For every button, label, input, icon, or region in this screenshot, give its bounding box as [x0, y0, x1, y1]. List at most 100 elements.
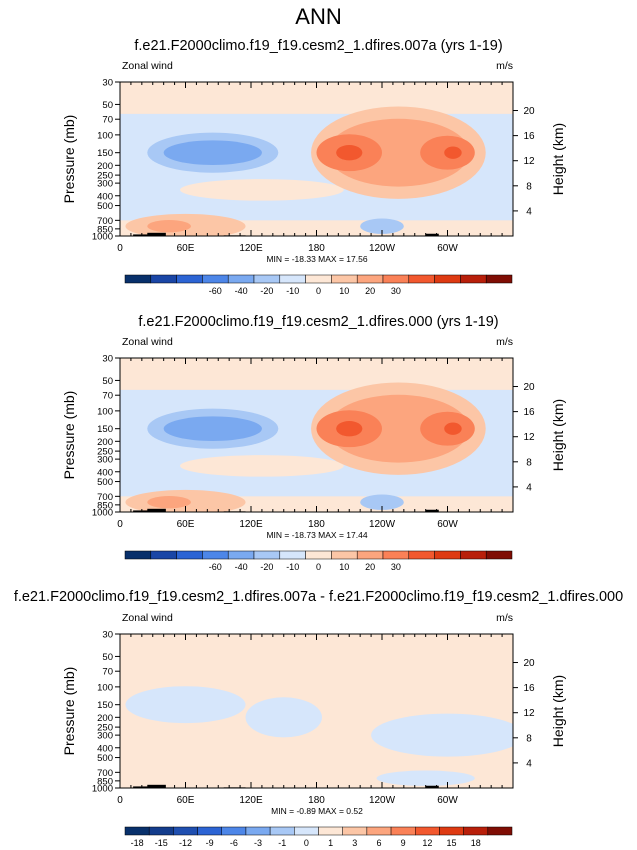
- colorbar-swatch: [124, 274, 152, 284]
- y2-tick-label: 12: [523, 432, 535, 443]
- colorbar-swatch: [382, 550, 410, 560]
- colorbar-tick-label: 10: [339, 286, 349, 296]
- x-tick-label: 180: [308, 795, 325, 806]
- colorbar-swatch: [197, 826, 222, 836]
- y-tick-label: 700: [97, 216, 113, 227]
- min-max-label: MIN = -0.89 MAX = 0.52: [271, 806, 363, 816]
- topography-africa: [147, 508, 166, 512]
- colorbar-swatch: [279, 550, 306, 560]
- colorbar-swatch: [439, 826, 464, 836]
- topography-africa: [147, 784, 166, 788]
- colorbar-tick-label: 15: [447, 838, 457, 848]
- y-tick-label: 1000: [92, 508, 113, 519]
- colorbar-swatch: [408, 550, 435, 560]
- jet-region-2: [327, 394, 470, 463]
- y2-tick-label: 12: [523, 708, 535, 719]
- y2-tick-label: 8: [526, 457, 532, 468]
- y-tick-label: 500: [97, 201, 113, 212]
- y-tick-label: 400: [97, 467, 113, 478]
- colorbar-tick-label: 20: [365, 562, 375, 572]
- upper-easterly-core: [163, 140, 262, 166]
- colorbar-tick-label: 0: [304, 838, 309, 848]
- difference-negative-central: [245, 697, 322, 738]
- y2-tick-label: 8: [526, 733, 532, 744]
- y2-axis-title: Height (km): [550, 399, 566, 471]
- colorbar-swatch: [485, 550, 513, 560]
- y2-axis-title: Height (km): [550, 123, 566, 195]
- colorbar-tick-label: 30: [391, 286, 401, 296]
- colorbar-swatch: [487, 826, 513, 836]
- colorbar-tick-label: -18: [131, 838, 144, 848]
- y-tick-label: 1000: [92, 232, 113, 243]
- colorbar-tick-label: -60: [209, 286, 222, 296]
- x-tick-label: 180: [308, 243, 325, 254]
- colorbar-swatch: [227, 274, 255, 284]
- y-tick-label: 850: [97, 776, 113, 787]
- colorbar-swatch: [356, 550, 384, 560]
- plot-area: [120, 82, 513, 236]
- mid-calm-region: [180, 179, 344, 201]
- x-tick-label: 0: [117, 243, 123, 254]
- colorbar-tick-label: -12: [179, 838, 192, 848]
- y-tick-label: 700: [97, 492, 113, 503]
- y-tick-label: 100: [97, 682, 113, 693]
- y-tick-label: 70: [102, 391, 113, 402]
- colorbar-swatch: [331, 550, 358, 560]
- x-tick-label: 120E: [239, 519, 263, 530]
- difference-negative-east: [371, 713, 513, 757]
- colorbar-swatch: [356, 274, 384, 284]
- jet-west-max: [336, 420, 363, 437]
- colorbar-swatch: [227, 550, 255, 560]
- colorbar-swatch: [269, 826, 295, 836]
- colorbar-swatch: [245, 826, 271, 836]
- y2-tick-label: 16: [523, 407, 535, 418]
- y-axis-title: Pressure (mb): [61, 115, 77, 204]
- colorbar-tick-label: -6: [230, 838, 238, 848]
- panel-2: 0 60E 120E 180 120W 60W3050701001502002503004…: [61, 336, 566, 572]
- panel-1: 0 60E 120E 180 120W 60W3050701001502002503004…: [61, 60, 566, 296]
- colorbar-swatch: [318, 826, 343, 836]
- colorbar-swatch: [331, 274, 358, 284]
- min-max-label: MIN = -18.33 MAX = 17.56: [266, 254, 367, 264]
- y-tick-label: 500: [97, 477, 113, 488]
- colorbar-tick-label: 0: [316, 562, 321, 572]
- y-tick-label: 400: [97, 743, 113, 754]
- colorbar-swatch: [150, 274, 177, 284]
- y-axis-title: Pressure (mb): [61, 667, 77, 756]
- colorbar-swatch: [148, 826, 174, 836]
- colorbar-tick-label: 18: [471, 838, 481, 848]
- y-tick-label: 400: [97, 191, 113, 202]
- colorbar-swatch: [408, 274, 435, 284]
- jet-region-2: [327, 118, 470, 187]
- x-tick-label: 120E: [239, 795, 263, 806]
- x-tick-label: 120W: [369, 243, 396, 254]
- surface-westerly-core: [147, 220, 191, 233]
- x-tick-label: 0: [117, 519, 123, 530]
- min-max-label: MIN = -18.73 MAX = 17.44: [266, 530, 367, 540]
- colorbar-tick-label: 20: [365, 286, 375, 296]
- colorbar-tick-label: -20: [260, 286, 273, 296]
- units-label: m/s: [496, 60, 513, 72]
- upper-easterly-core: [163, 416, 262, 442]
- plot-area: [120, 634, 513, 788]
- surface-westerly-core: [147, 496, 191, 509]
- y-tick-label: 50: [102, 100, 113, 111]
- colorbar-swatch: [253, 274, 281, 284]
- colorbar-tick-label: -40: [235, 286, 248, 296]
- y-tick-label: 250: [97, 447, 113, 458]
- colorbar-tick-label: -60: [209, 562, 222, 572]
- colorbar-swatch: [382, 274, 410, 284]
- colorbar: -60 -40 -20 -10 0 10 20 30: [124, 274, 513, 296]
- colorbar-swatch: [202, 274, 229, 284]
- units-label: m/s: [496, 336, 513, 348]
- variable-label: Zonal wind: [122, 336, 173, 348]
- y-tick-label: 50: [102, 652, 113, 663]
- colorbar-tick-label: -20: [260, 562, 273, 572]
- jet-west-max: [336, 144, 363, 161]
- colorbar-swatch: [366, 826, 392, 836]
- colorbar-swatch: [124, 826, 150, 836]
- y-tick-label: 300: [97, 179, 113, 190]
- x-tick-label: 120W: [369, 519, 396, 530]
- colorbar-tick-label: -1: [278, 838, 286, 848]
